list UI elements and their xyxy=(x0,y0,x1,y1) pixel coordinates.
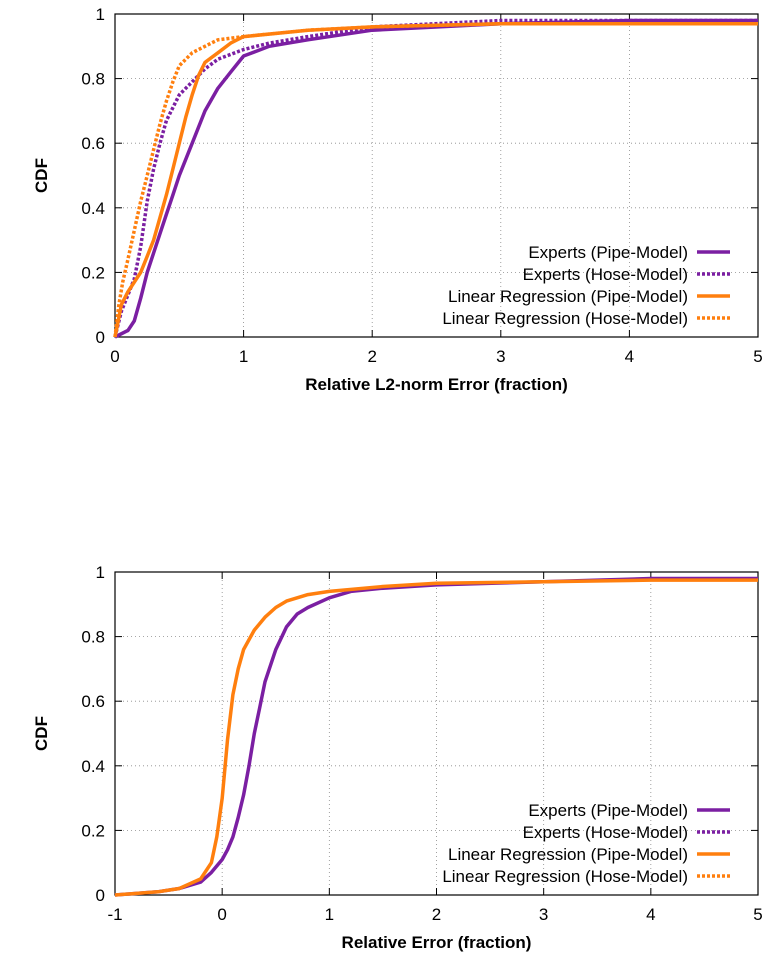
top-x-tick-label: 0 xyxy=(110,347,119,366)
top-x-tick-label: 3 xyxy=(496,347,505,366)
bottom-series-linear-regression-pipe-model xyxy=(114,578,758,897)
top-series-linear-regression-hose-model xyxy=(113,21,758,338)
bottom-legend-label: Experts (Hose-Model) xyxy=(523,823,688,842)
top-x-tick-label: 1 xyxy=(239,347,248,366)
bottom-y-tick-label: 0 xyxy=(96,886,105,905)
bottom-x-tick-label: 1 xyxy=(325,905,334,924)
top-x-tick-label: 5 xyxy=(753,347,762,366)
bottom-y-tick-label: 1 xyxy=(96,563,105,582)
top-series-experts-pipe-model xyxy=(114,18,758,339)
bottom-x-tick-label: 0 xyxy=(217,905,226,924)
top-plot-frame xyxy=(114,13,759,338)
bottom-y-tick-label: 0.6 xyxy=(81,692,105,711)
bottom-x-tick-label: -1 xyxy=(107,905,122,924)
top-series-linear-regression-pipe-model xyxy=(113,21,758,338)
top-y-tick-label: 0.8 xyxy=(81,70,105,89)
bottom-y-tick-label: 0.2 xyxy=(81,821,105,840)
bottom-y-tick-label: 0.4 xyxy=(81,757,105,776)
chart-l2-norm-error-svg: 0 1 2 3 4 5 0 0.2 0.4 0.6 0.8 1 Relative L2-norm Err… xyxy=(32,5,763,394)
top-legend-label: Linear Regression (Pipe-Model) xyxy=(448,287,688,306)
bottom-plot-frame xyxy=(114,571,759,896)
bottom-legend-label: Experts (Pipe-Model) xyxy=(528,801,688,820)
top-legend-label: Experts (Hose-Model) xyxy=(523,265,688,284)
top-y-tick-label: 0 xyxy=(96,328,105,347)
chart-relative-error: -1 0 1 2 3 4 5 0 0.2 0.4 0.6 0.8 1 Relative Error (fr… xyxy=(0,558,767,978)
top-x-axis-title: Relative L2-norm Error (fraction) xyxy=(305,375,568,394)
bottom-x-axis-title: Relative Error (fraction) xyxy=(342,933,532,952)
bottom-x-tick-label: 4 xyxy=(646,905,655,924)
bottom-legend-label: Linear Regression (Hose-Model) xyxy=(442,867,688,886)
top-y-axis-title: CDF xyxy=(32,158,51,193)
bottom-y-axis-title: CDF xyxy=(32,716,51,751)
bottom-x-tick-label: 5 xyxy=(753,905,762,924)
top-y-tick-label: 1 xyxy=(96,5,105,24)
top-x-tick-label: 2 xyxy=(367,347,376,366)
top-legend: Experts (Pipe-Model) Experts (Hose-Model)… xyxy=(442,243,730,328)
top-legend-label: Experts (Pipe-Model) xyxy=(528,243,688,262)
bottom-y-tick-label: 0.8 xyxy=(81,628,105,647)
top-y-tick-label: 0.6 xyxy=(81,134,105,153)
bottom-legend-label: Linear Regression (Pipe-Model) xyxy=(448,845,688,864)
top-y-tick-label: 0.4 xyxy=(81,199,105,218)
chart-l2-norm-error: 0 1 2 3 4 5 0 0.2 0.4 0.6 0.8 1 Relative L2-norm Err… xyxy=(0,0,767,420)
top-legend-label: Linear Regression (Hose-Model) xyxy=(442,309,688,328)
bottom-x-tick-label: 3 xyxy=(539,905,548,924)
top-y-tick-label: 0.2 xyxy=(81,263,105,282)
bottom-x-tick-label: 2 xyxy=(432,905,441,924)
bottom-legend: Experts (Pipe-Model) Experts (Hose-Model)… xyxy=(442,801,730,886)
top-x-tick-label: 4 xyxy=(625,347,634,366)
